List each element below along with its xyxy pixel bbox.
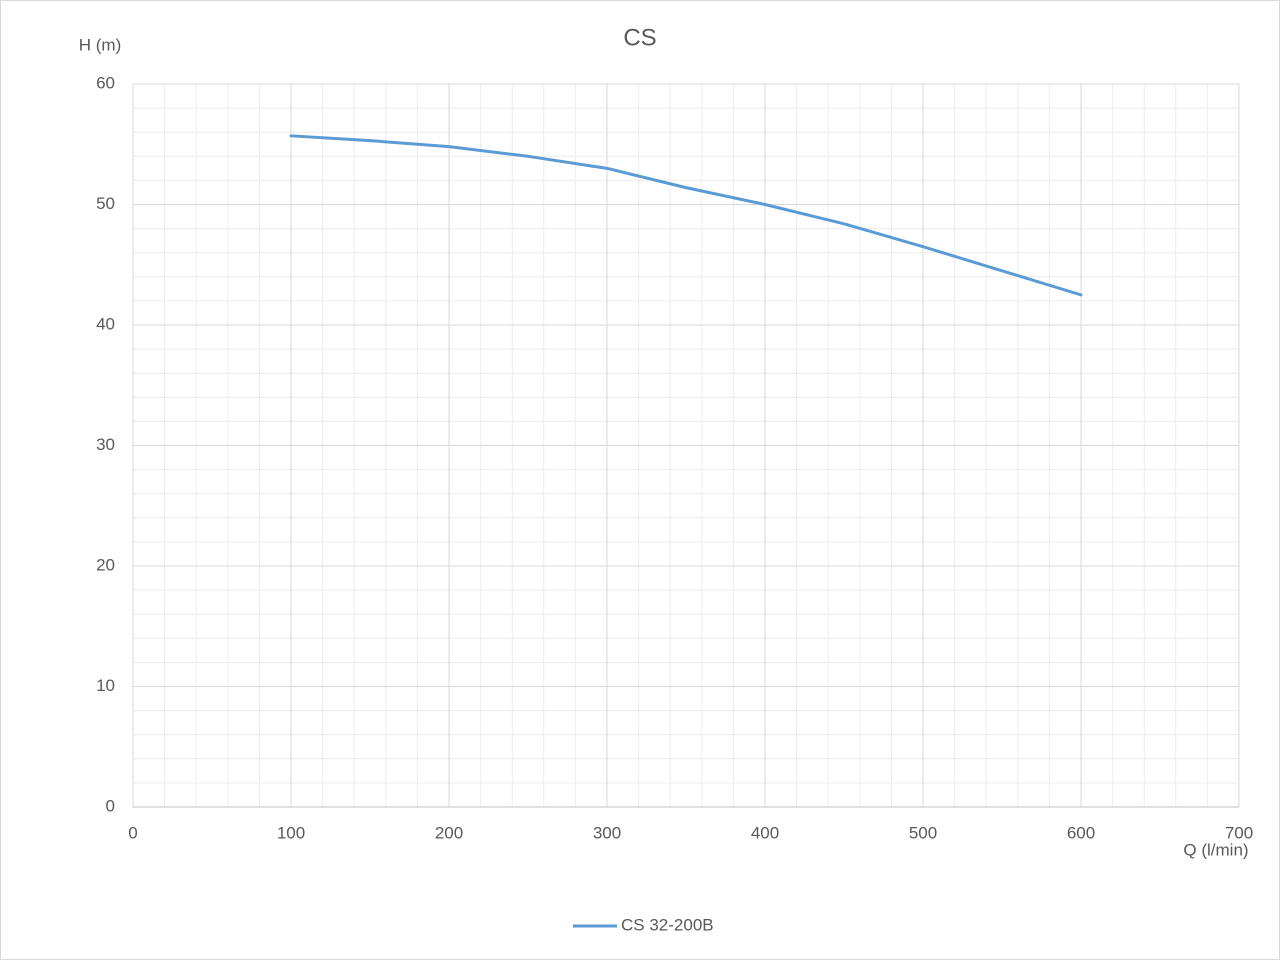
y-axis-label: H (m) bbox=[79, 35, 121, 54]
y-tick-label: 20 bbox=[96, 555, 115, 574]
x-tick-label: 600 bbox=[1067, 823, 1095, 842]
y-tick-label: 30 bbox=[96, 435, 115, 454]
x-axis-label: Q (l/min) bbox=[1183, 840, 1248, 859]
x-tick-label: 700 bbox=[1225, 823, 1253, 842]
x-tick-label: 300 bbox=[593, 823, 621, 842]
y-tick-label: 50 bbox=[96, 194, 115, 213]
line-series bbox=[289, 134, 1083, 297]
x-tick-label: 100 bbox=[277, 823, 305, 842]
y-tick-label: 0 bbox=[106, 796, 115, 815]
x-tick-label: 500 bbox=[909, 823, 937, 842]
x-tick-label: 200 bbox=[435, 823, 463, 842]
y-tick-label: 10 bbox=[96, 676, 115, 695]
chart-title: CS bbox=[623, 24, 656, 51]
x-tick-label: 400 bbox=[751, 823, 779, 842]
x-tick-label: 0 bbox=[128, 823, 137, 842]
legend-label: CS 32-200B bbox=[621, 915, 714, 934]
y-tick-label: 60 bbox=[96, 73, 115, 92]
y-tick-label: 40 bbox=[96, 314, 115, 333]
